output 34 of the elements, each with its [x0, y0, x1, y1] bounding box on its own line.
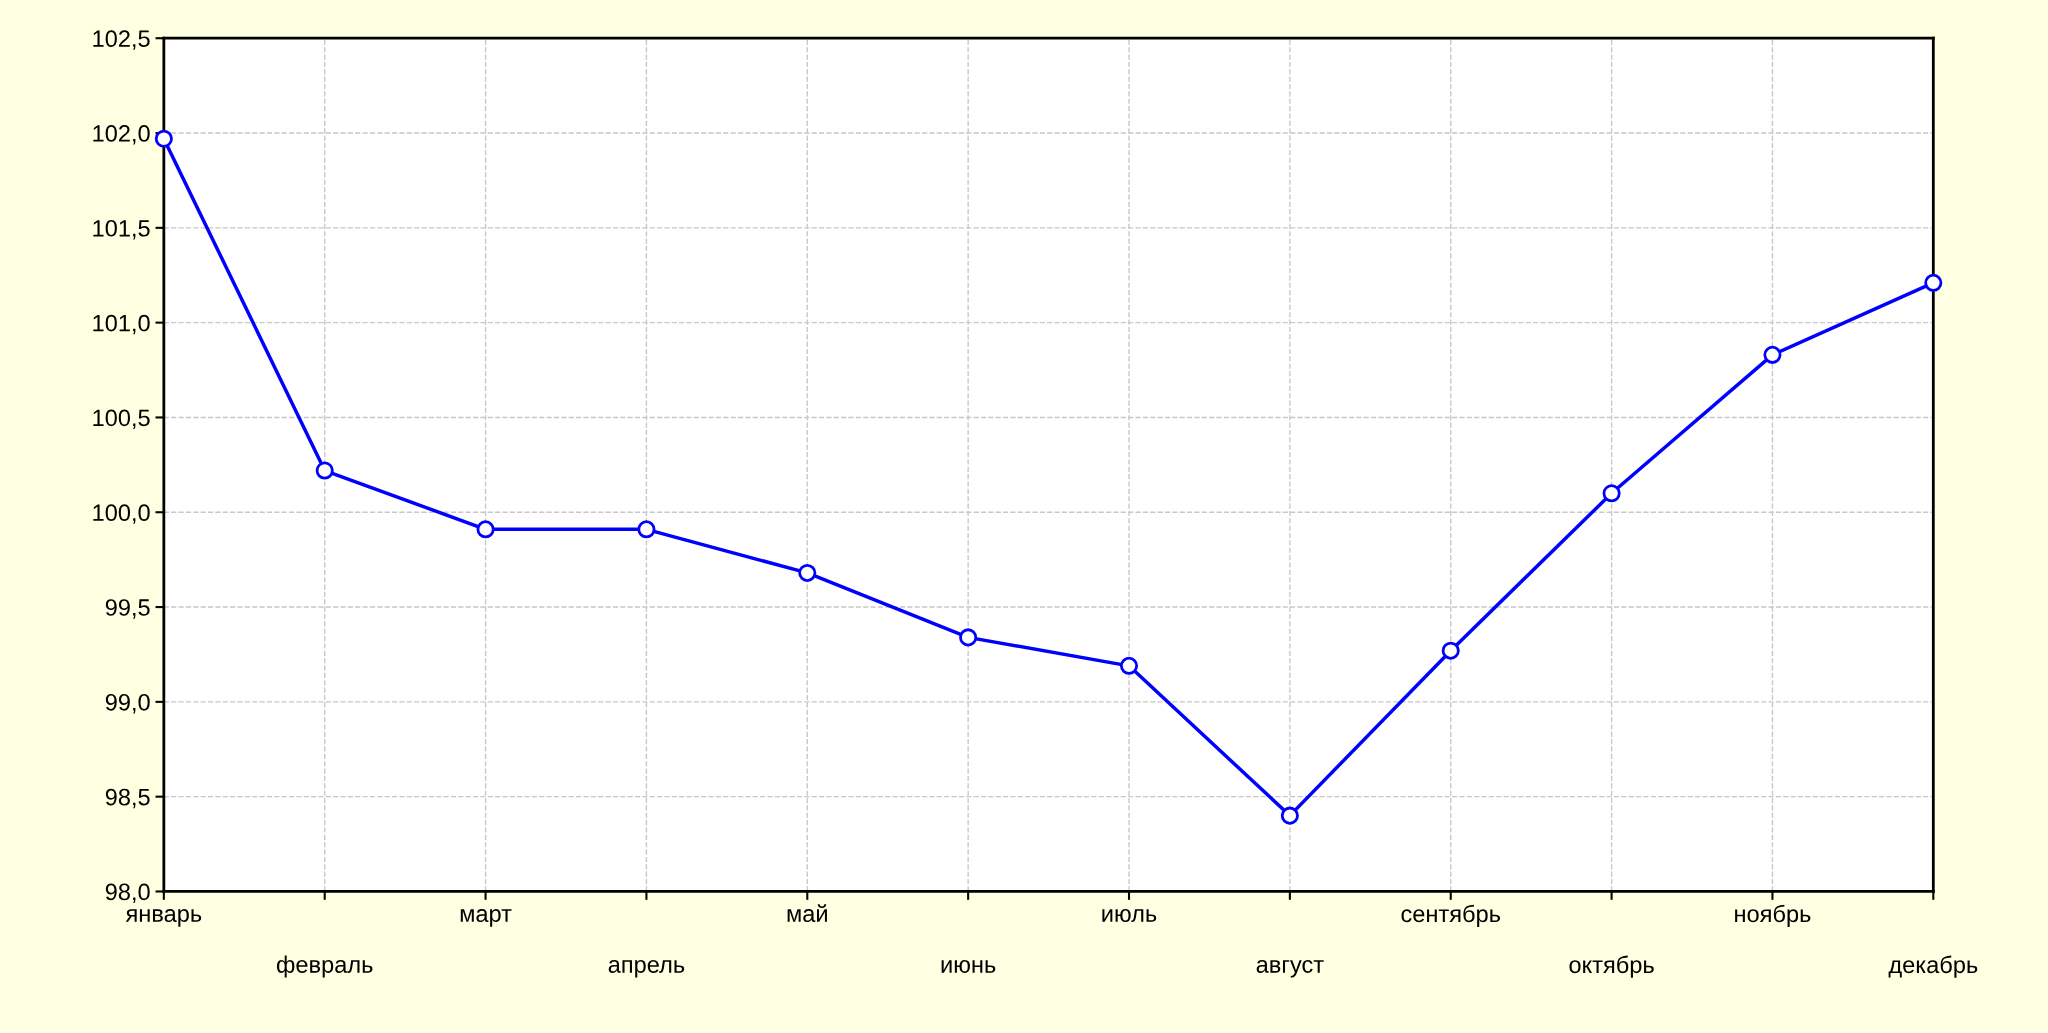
y-tick-label: 99,5: [105, 599, 150, 619]
point: [1924, 273, 1943, 292]
y-tick-label: 101,0: [93, 314, 150, 335]
y-tick-label: 102,0: [93, 125, 150, 145]
x-tick-label: июнь: [941, 959, 996, 973]
y-tick-label: 98,0: [105, 883, 150, 904]
x-tick-label: январь: [125, 909, 202, 927]
point: [1602, 484, 1621, 503]
x-tick-label: август: [1256, 959, 1324, 978]
x-tick-label: сентябрь: [1401, 904, 1501, 927]
point: [798, 563, 817, 582]
x-tick-label: март: [460, 909, 512, 927]
point: [959, 628, 978, 647]
y-tick-label: 101,5: [93, 219, 150, 240]
x-tick-label: июль: [1102, 909, 1157, 923]
x-tick-label: октябрь: [1569, 955, 1654, 978]
x-tick-label: февраль: [276, 955, 373, 978]
point: [315, 461, 334, 480]
y-tick-label: 99,0: [105, 693, 150, 714]
point: [637, 520, 656, 539]
x-tick-label: май: [787, 904, 827, 923]
point: [1441, 641, 1460, 660]
y-tick-label: 98,5: [105, 788, 150, 809]
x-tick-label: ноябрь: [1735, 904, 1811, 927]
point: [1119, 656, 1139, 675]
point: [1763, 345, 1782, 364]
point: [1280, 806, 1299, 825]
y-tick-label: 102,5: [93, 30, 150, 50]
y-tick-label: 100,0: [93, 504, 150, 524]
x-tick-label: апрель: [608, 959, 685, 978]
x-tick-label: декабрь: [1888, 955, 1978, 978]
y-tick-label: 100,5: [93, 409, 150, 430]
point: [154, 129, 173, 148]
point: [476, 520, 495, 539]
